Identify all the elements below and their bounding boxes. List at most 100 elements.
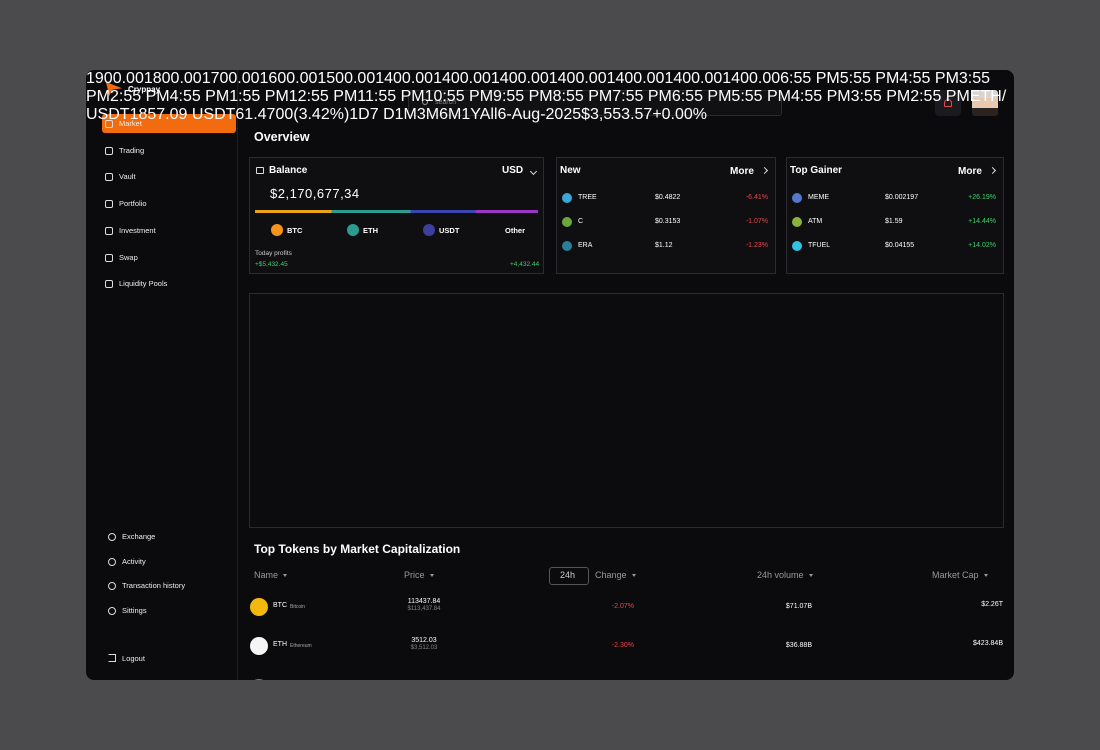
token-icon bbox=[347, 224, 359, 236]
logout-icon bbox=[108, 654, 116, 662]
balance-title: Balance bbox=[269, 165, 308, 176]
coin-icon bbox=[562, 217, 572, 227]
coin-symbol: C bbox=[578, 218, 584, 225]
x-tick-label: 3:55 PM bbox=[850, 88, 911, 105]
y-tick-label: 1500.00 bbox=[317, 70, 376, 87]
nav-item[interactable]: Investment bbox=[119, 225, 156, 235]
token-icon bbox=[271, 224, 283, 236]
token-cap: $423.84B bbox=[973, 640, 1003, 647]
token-change: -2.07% bbox=[611, 603, 634, 610]
token-name: Bitcoin bbox=[290, 604, 306, 610]
nav-item[interactable]: Trading bbox=[119, 145, 145, 155]
coin-icon bbox=[792, 193, 802, 203]
token-symbol: BTC bbox=[273, 602, 287, 609]
coin-symbol: MEME bbox=[808, 194, 829, 201]
search-box[interactable] bbox=[408, 90, 782, 116]
coin-icon bbox=[562, 193, 572, 203]
coin-change: +14.02% bbox=[968, 242, 996, 249]
profit-label: Today profits bbox=[255, 250, 292, 257]
nav-icon bbox=[105, 120, 113, 128]
sort-caret bbox=[983, 574, 988, 577]
pair-change: 61.4700(3.42%) bbox=[235, 106, 350, 123]
nav-item[interactable]: Liquidity Pools bbox=[119, 279, 168, 289]
sort-caret bbox=[283, 574, 288, 577]
token-name: Ethereum bbox=[290, 643, 312, 649]
more-link[interactable]: More bbox=[958, 166, 982, 177]
card-bottom-mask bbox=[786, 274, 1004, 278]
card-title: New bbox=[560, 165, 581, 176]
coin-change: -1.07% bbox=[745, 218, 768, 225]
coin-price: $1.59 bbox=[885, 218, 903, 225]
y-tick-label: 1400.00 bbox=[664, 70, 723, 87]
coin-change: -6.41% bbox=[745, 194, 768, 201]
nav-item[interactable]: Logout bbox=[122, 654, 145, 663]
range-label: 1D bbox=[349, 106, 370, 123]
y-tick-label: 1400.00 bbox=[606, 70, 665, 87]
y-tick-label: 1400.00 bbox=[490, 70, 549, 87]
nav-item[interactable]: Activity bbox=[122, 556, 146, 566]
range-label: 7 D bbox=[369, 106, 395, 123]
top_gainer-card bbox=[786, 157, 1004, 274]
period-pill[interactable] bbox=[549, 567, 589, 585]
search-placeholder: search bbox=[435, 99, 457, 106]
token-label: USDT bbox=[439, 226, 460, 235]
more-link[interactable]: More bbox=[730, 166, 754, 177]
avatar[interactable] bbox=[972, 90, 998, 116]
token-icon bbox=[250, 637, 268, 655]
x-tick-label: 6:55 PM bbox=[780, 70, 840, 87]
token-volume: $36.88B bbox=[785, 642, 812, 649]
nav-item[interactable]: Exchange bbox=[122, 532, 156, 541]
profit-right: +4,432.44 bbox=[510, 261, 540, 268]
table-title: Top Tokens by Market Capitalization bbox=[254, 542, 461, 556]
nav-item[interactable]: Market bbox=[119, 119, 142, 128]
coin-symbol: ERA bbox=[578, 242, 593, 249]
nav-item[interactable]: Sittings bbox=[122, 606, 147, 616]
card-bottom-mask bbox=[556, 274, 776, 278]
table-header[interactable]: 24h volume bbox=[757, 570, 804, 580]
coin-price: $0.4822 bbox=[655, 194, 681, 201]
sort-caret bbox=[429, 574, 434, 577]
coin-price: $0.002197 bbox=[885, 194, 919, 201]
wallet-icon bbox=[256, 167, 264, 174]
token-price: 113437.84 bbox=[407, 598, 441, 605]
token-label: BTC bbox=[287, 226, 303, 235]
nav-item[interactable]: Vault bbox=[119, 172, 136, 182]
coin-price: $0.3153 bbox=[655, 218, 681, 225]
sort-caret bbox=[631, 574, 636, 577]
table-header[interactable]: Change bbox=[595, 570, 627, 580]
x-tick-label: 4:55 PM bbox=[169, 88, 230, 105]
nav-item[interactable]: Portfolio bbox=[119, 199, 147, 209]
token-icon bbox=[250, 598, 268, 616]
y-tick-label: 1400.00 bbox=[375, 70, 434, 87]
token-price: 3512.03 bbox=[411, 637, 437, 644]
token-change: -2.30% bbox=[611, 642, 634, 649]
nav-icon bbox=[108, 607, 116, 616]
nav-icon bbox=[105, 280, 113, 289]
new-card bbox=[556, 157, 776, 274]
chart-panel bbox=[249, 293, 1004, 528]
profit-value: +$5,432.45 bbox=[255, 261, 288, 268]
nav-item[interactable]: Transaction history bbox=[122, 581, 186, 591]
table-header[interactable]: Market Cap bbox=[932, 570, 979, 580]
nav-active bbox=[102, 114, 236, 133]
coin-symbol: TFUEL bbox=[808, 242, 831, 249]
balance-amount: $2,170,677,34 bbox=[270, 186, 360, 201]
token-price-usd: $3,512.03 bbox=[410, 645, 438, 651]
coin-icon bbox=[562, 241, 572, 251]
x-tick-label: 5:55 PM bbox=[839, 70, 900, 87]
x-tick-label: 4:55 PM bbox=[899, 70, 959, 87]
currency[interactable]: USD bbox=[502, 165, 524, 176]
table-header[interactable]: Name bbox=[254, 570, 279, 580]
y-tick-label: 1700.00 bbox=[201, 70, 260, 87]
nav-icon bbox=[105, 253, 113, 262]
brand: Cryppay bbox=[128, 85, 161, 94]
logo bbox=[106, 82, 122, 96]
token-icon bbox=[423, 224, 435, 236]
app-window: Cryppay Market Trading Vault Portfolio Invest… bbox=[86, 70, 1014, 680]
nav-item[interactable]: Swap bbox=[119, 252, 138, 262]
balance-card bbox=[249, 157, 544, 274]
token-cap: $2.26T bbox=[981, 601, 1003, 608]
table-header[interactable]: Price bbox=[404, 570, 425, 580]
y-tick-label: 1400.00 bbox=[722, 70, 781, 87]
